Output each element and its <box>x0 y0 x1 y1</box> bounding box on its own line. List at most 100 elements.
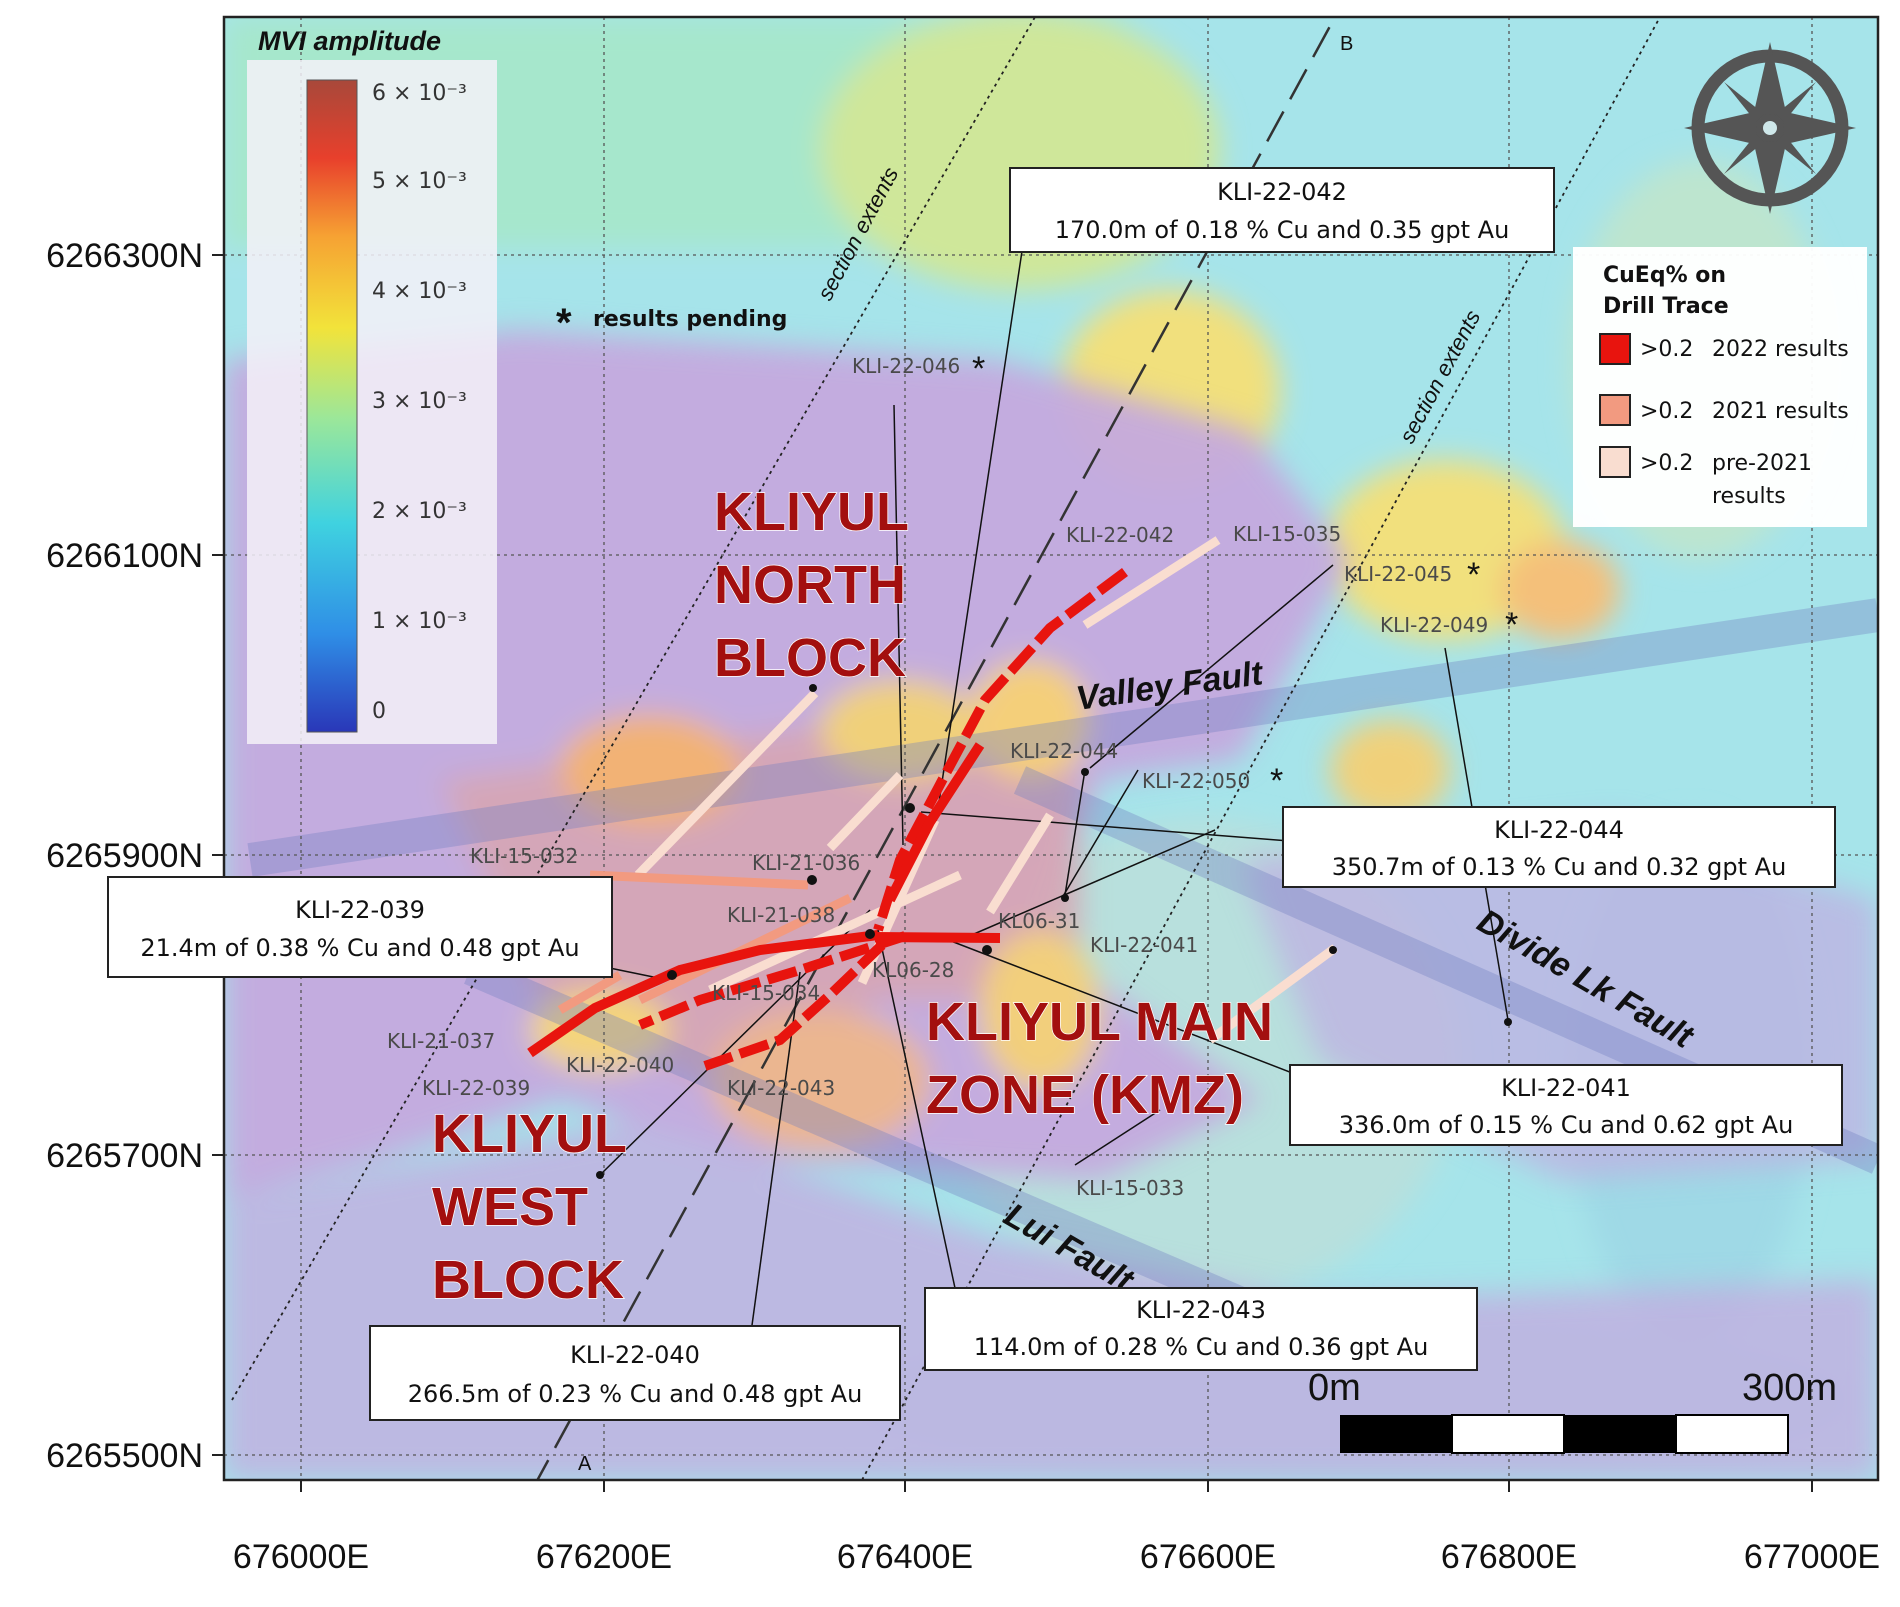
label-kli-22-040-trace: KLI-22-040 <box>566 1053 674 1077</box>
label-kli-22-039-trace: KLI-22-039 <box>422 1076 530 1100</box>
zone-main-line1: KLIYUL MAIN <box>926 992 1273 1052</box>
result-box-kli-22-043: KLI-22-043 114.0m of 0.28 % Cu and 0.36 … <box>924 1287 1478 1371</box>
zone-north-line2: NORTH <box>714 555 906 615</box>
drill-kli-22-040 <box>638 931 907 1030</box>
drill-trace-north <box>826 771 904 852</box>
drill-hole-intervals <box>527 536 1338 1071</box>
result-box-kli-22-044: KLI-22-044 350.7m of 0.13 % Cu and 0.32 … <box>1282 806 1836 888</box>
legend-swatch-2021 <box>1599 394 1631 426</box>
zone-main-line2: ZONE (KMZ) <box>926 1065 1244 1125</box>
scale-start: 0m <box>1308 1367 1361 1409</box>
section-extents <box>231 17 1661 1480</box>
label-kli-15-033: KLI-15-033 <box>1076 1176 1184 1200</box>
label-kli-22-044-trace: KLI-22-044 <box>1010 739 1118 763</box>
result-box-text: 114.0m of 0.28 % Cu and 0.36 gpt Au <box>974 1333 1429 1361</box>
result-box-text: 266.5m of 0.23 % Cu and 0.48 gpt Au <box>408 1380 863 1408</box>
colorbar-title: MVI amplitude <box>258 26 441 56</box>
y-tick-6265900: 6265900N <box>46 837 203 875</box>
result-box-hole: KLI-22-044 <box>1494 816 1624 844</box>
map-grid <box>224 17 1878 1480</box>
legend-label-2022: 2022 results <box>1712 337 1849 362</box>
result-box-text: 336.0m of 0.15 % Cu and 0.62 gpt Au <box>1339 1111 1794 1139</box>
pending-kli-22-046: * <box>972 350 985 388</box>
zone-west-line1: KLIYUL <box>432 1104 627 1164</box>
lui-fault-band <box>464 956 1266 1324</box>
result-box-text: 170.0m of 0.18 % Cu and 0.35 gpt Au <box>1055 216 1510 244</box>
zone-north-line1: KLIYUL <box>714 482 909 542</box>
colorbar-tick-0: 0 <box>372 699 386 724</box>
x-tick-676400: 676400E <box>837 1538 973 1576</box>
result-box-kli-22-041: KLI-22-041 336.0m of 0.15 % Cu and 0.62 … <box>1289 1064 1843 1146</box>
result-box-kli-22-040: KLI-22-040 266.5m of 0.23 % Cu and 0.48 … <box>369 1325 901 1421</box>
colorbar-tick-4: 4 × 10⁻³ <box>372 279 467 304</box>
label-kli-15-034: KLI-15-034 <box>712 981 820 1005</box>
section-end-b: B <box>1340 33 1353 55</box>
label-kli-22-042-trace: KLI-22-042 <box>1066 523 1174 547</box>
pending-note: results pending <box>593 307 787 332</box>
scale-end: 300m <box>1742 1367 1837 1409</box>
result-box-kli-22-039: KLI-22-039 21.4m of 0.38 % Cu and 0.48 g… <box>107 876 613 978</box>
drill-kli-22-043 <box>703 941 886 1071</box>
result-box-hole: KLI-22-039 <box>295 896 425 924</box>
drill-kli-22-042 <box>873 567 1128 932</box>
label-kli-22-043-trace: KLI-22-043 <box>727 1076 835 1100</box>
legend-title-2: Drill Trace <box>1603 294 1729 319</box>
x-tick-676000: 676000E <box>233 1538 369 1576</box>
colorbar-tick-6: 6 × 10⁻³ <box>372 81 467 106</box>
drill-kli-15-033 <box>1207 944 1338 1044</box>
y-tick-6266300: 6266300N <box>46 237 203 275</box>
zone-north-line3: BLOCK <box>714 628 906 688</box>
x-tick-676800: 676800E <box>1441 1538 1577 1576</box>
colorbar-tick-5: 5 × 10⁻³ <box>372 169 467 194</box>
label-kli-21-037: KLI-21-037 <box>387 1029 495 1053</box>
colorbar-tick-2: 2 × 10⁻³ <box>372 499 467 524</box>
label-kl06-31: KL06-31 <box>998 909 1080 933</box>
label-kli-22-041-trace: KLI-22-041 <box>1090 933 1198 957</box>
legend-threshold-pre2021: >0.2 <box>1640 451 1693 476</box>
label-kli-22-045: KLI-22-045 <box>1344 562 1452 586</box>
drill-kli-15-032 <box>634 689 819 879</box>
legend: CuEq% on Drill Trace >0.2 2022 results >… <box>1573 247 1867 527</box>
label-kli-22-049: KLI-22-049 <box>1380 613 1488 637</box>
pending-kli-22-045: * <box>1467 556 1480 594</box>
colorbar: MVI amplitude 6 × 10⁻³ 5 × 10⁻³ 4 × 10⁻³… <box>247 26 497 744</box>
legend-swatch-pre2021 <box>1599 446 1631 478</box>
colorbar-tick-3: 3 × 10⁻³ <box>372 389 467 414</box>
result-box-hole: KLI-22-042 <box>1217 178 1347 206</box>
result-box-hole: KLI-22-041 <box>1501 1074 1631 1102</box>
result-box-kli-22-042: KLI-22-042 170.0m of 0.18 % Cu and 0.35 … <box>1009 167 1555 253</box>
drill-kli-21-037 <box>557 971 623 1014</box>
drill-kli-15-034 <box>708 870 962 995</box>
map-frame <box>222 15 1880 1482</box>
y-tick-6265700: 6265700N <box>46 1137 203 1175</box>
label-kli-22-050: KLI-22-050 <box>1142 769 1250 793</box>
drill-kli-22-041 <box>874 932 1001 943</box>
label-kli-22-046: KLI-22-046 <box>852 354 960 378</box>
x-tick-676200: 676200E <box>536 1538 672 1576</box>
label-kli-15-032: KLI-15-032 <box>470 844 578 868</box>
section-line-a-b <box>536 17 1337 1480</box>
legend-label-pre2021-line2: results <box>1712 484 1786 509</box>
pending-asterisk: * <box>556 301 572 345</box>
label-kli-21-038: KLI-21-038 <box>727 903 835 927</box>
legend-swatch-2022 <box>1599 333 1631 365</box>
section-end-a: A <box>578 1453 592 1475</box>
result-box-text: 21.4m of 0.38 % Cu and 0.48 gpt Au <box>140 934 579 962</box>
legend-label-pre2021: pre-2021 <box>1712 451 1812 476</box>
axis-tick-marks <box>212 254 1813 1492</box>
pending-kli-22-050: * <box>1270 762 1283 800</box>
drill-kli-22-039 <box>527 930 879 1058</box>
zone-west-line3: BLOCK <box>432 1250 624 1310</box>
result-box-hole: KLI-22-043 <box>1136 1296 1266 1324</box>
colorbar-tick-1: 1 × 10⁻³ <box>372 609 467 634</box>
valley-fault-band <box>247 598 1878 877</box>
legend-threshold-2021: >0.2 <box>1640 399 1693 424</box>
pending-kli-22-049: * <box>1505 606 1518 644</box>
drill-kl06-31 <box>986 812 1054 915</box>
drill-kli-22-044 <box>885 742 985 903</box>
legend-title-1: CuEq% on <box>1603 263 1726 288</box>
zone-west-line2: WEST <box>432 1177 588 1237</box>
y-tick-6265500: 6265500N <box>46 1437 203 1475</box>
label-kli-21-036: KLI-21-036 <box>752 851 860 875</box>
